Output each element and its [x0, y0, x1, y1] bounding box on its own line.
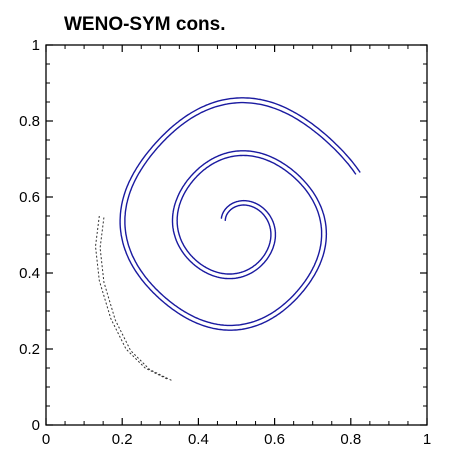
x-tick-label: 0.8: [340, 431, 361, 448]
y-tick-label: 0.8: [19, 113, 40, 130]
x-tick-label: 0: [42, 431, 50, 448]
dashed-tail-line-2: [99, 217, 173, 382]
y-tick-label: 0: [32, 417, 40, 434]
y-tick-label: 1: [32, 37, 40, 54]
chart-title: WENO-SYM cons.: [64, 14, 226, 35]
spiral-inner-edge: [124, 101, 357, 327]
x-tick-label: 0.2: [112, 431, 133, 448]
y-tick-label: 0.6: [19, 189, 40, 206]
spiral-outer-edge: [119, 97, 361, 331]
y-tick-label: 0.4: [19, 265, 40, 282]
dashed-tail-line: [94, 215, 169, 380]
y-tick-label: 0.2: [19, 341, 40, 358]
spiral-layer: [94, 97, 361, 382]
plot-frame: [45, 44, 428, 426]
x-tick-label: 0.6: [264, 431, 285, 448]
ticks-layer: 0 0.2 0.4 0.6 0.8 1 0 0.2 0.4 0.6 0.8 1: [19, 37, 431, 448]
x-tick-label: 1: [423, 431, 431, 448]
x-tick-label: 0.4: [188, 431, 209, 448]
